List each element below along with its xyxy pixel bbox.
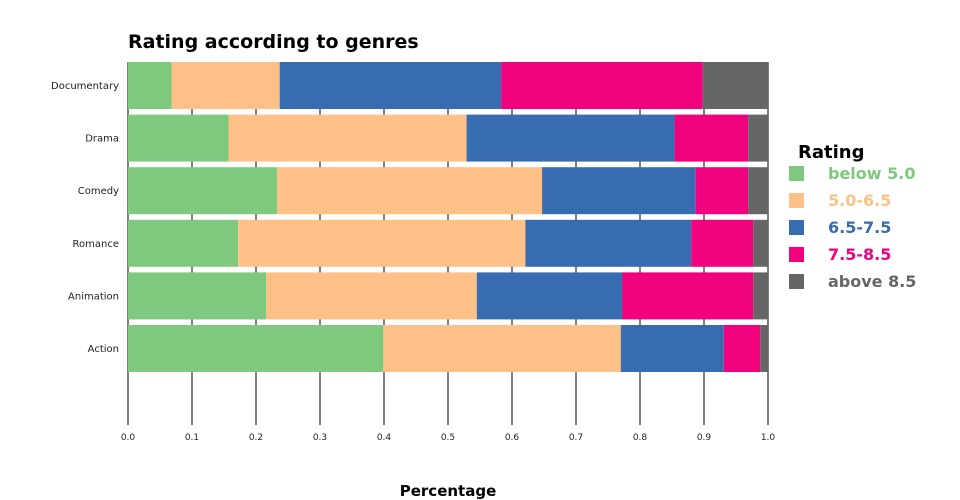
x-tick-label: 0.7 [569, 433, 583, 443]
bar-segment [128, 272, 267, 320]
bar-segment [674, 114, 749, 162]
legend-swatch [789, 247, 804, 262]
bar-segment [266, 272, 477, 320]
x-axis-label: Percentage [400, 482, 497, 500]
bar-segment [476, 272, 623, 320]
x-tick-label: 0.4 [377, 433, 392, 443]
x-tick-label: 0.1 [185, 433, 199, 443]
x-tick-label: 0.3 [313, 433, 327, 443]
category-label: Documentary [51, 81, 119, 92]
x-tick-label: 0.6 [505, 433, 520, 443]
legend-swatch [789, 220, 804, 235]
legend-entry: 6.5-7.5 [828, 218, 891, 237]
legend-swatch [789, 274, 804, 289]
x-tick-label: 0.8 [633, 433, 648, 443]
bar-segment [277, 167, 543, 215]
bar-segment [620, 325, 724, 372]
bar-segment [753, 272, 768, 320]
x-tick-label: 0.9 [697, 433, 712, 443]
legend-entry: above 8.5 [828, 272, 916, 291]
bar-segment [748, 114, 768, 162]
bar-segment [238, 219, 526, 267]
bar-segment [128, 219, 239, 267]
category-label: Romance [73, 239, 119, 250]
legend-entry: below 5.0 [828, 164, 915, 183]
legend-title: Rating [798, 142, 864, 163]
bar-segment [695, 167, 749, 215]
chart-title: Rating according to genres [128, 31, 419, 53]
bars [128, 62, 768, 372]
bar-segment [279, 62, 502, 109]
bar-segment [228, 114, 467, 162]
category-labels: Documentary Drama Comedy Romance Animation Ac… [51, 81, 119, 355]
bar-segment [702, 62, 768, 109]
x-axis-ticks: 0.0 0.1 0.2 0.3 0.4 0.5 0.6 0.7 0.8 0.9 1.0 [121, 433, 776, 443]
bar-segment [748, 167, 768, 215]
legend-swatch [789, 193, 804, 208]
bar-segment [542, 167, 696, 215]
bar-segment [171, 62, 280, 109]
x-tick-label: 0.2 [249, 433, 263, 443]
bar-segment [128, 114, 229, 162]
legend: Rating below 5.0 5.0-6.5 6.5-7.5 7.5-8.5 abo… [789, 142, 916, 291]
bar-segment [501, 62, 703, 109]
bar-segment [383, 325, 621, 372]
bar-segment [691, 219, 754, 267]
x-tick-label: 0.0 [121, 433, 136, 443]
x-tick-label: 0.5 [441, 433, 455, 443]
category-label: Comedy [78, 186, 119, 197]
bar-segment [466, 114, 675, 162]
x-tick-label: 1.0 [761, 433, 776, 443]
legend-swatch [789, 166, 804, 181]
category-label: Action [88, 344, 119, 355]
bar-segment [723, 325, 761, 372]
bar-segment [128, 62, 172, 109]
category-label: Animation [68, 291, 119, 302]
category-label: Drama [85, 134, 119, 145]
bar-segment [128, 325, 384, 372]
bar-segment [753, 219, 768, 267]
legend-entry: 5.0-6.5 [828, 191, 891, 210]
bar-segment [525, 219, 692, 267]
bar-segment [760, 325, 768, 372]
legend-entry: 7.5-8.5 [828, 245, 891, 264]
bar-segment [622, 272, 754, 320]
bar-segment [128, 167, 278, 215]
